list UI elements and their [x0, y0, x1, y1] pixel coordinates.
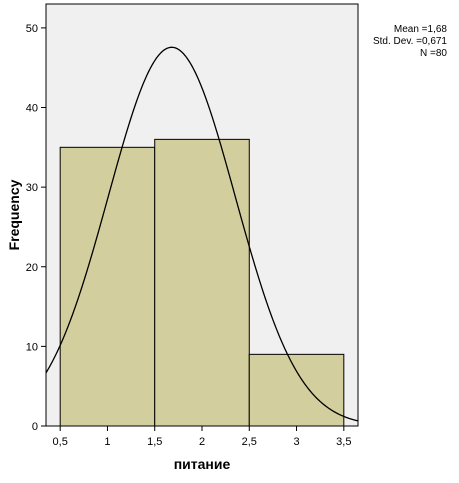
x-axis-title: питание: [174, 456, 231, 472]
x-tick-label: 1: [104, 436, 110, 448]
histogram-bar-3: [248, 353, 345, 427]
histogram-bar-1: [59, 146, 156, 427]
stats-n: N =80: [420, 48, 447, 59]
y-axis-title: Frequency: [6, 179, 22, 250]
normal-curve: [45, 46, 359, 422]
x-tick-label: 3: [293, 436, 299, 448]
x-tick-label: 1,5: [147, 436, 162, 448]
x-tick-label: 2: [199, 436, 205, 448]
x-tick-label: 0,5: [53, 436, 68, 448]
y-tick-label: 30: [26, 182, 38, 194]
histogram-bar-2: [154, 138, 250, 427]
stats-box: Mean =1,68 Std. Dev. =0,671 N =80: [373, 24, 447, 60]
y-tick-label: 20: [26, 262, 38, 274]
y-tick-label: 0: [32, 421, 38, 433]
y-tick-label: 40: [26, 103, 38, 115]
stats-mean: Mean =1,68: [393, 24, 447, 35]
x-tick-label: 2,5: [242, 436, 257, 448]
y-tick-label: 10: [26, 341, 38, 353]
y-tick-label: 50: [26, 23, 38, 35]
x-tick-label: 3,5: [336, 436, 351, 448]
stats-std-dev: Std. Dev. =0,671: [372, 36, 447, 47]
